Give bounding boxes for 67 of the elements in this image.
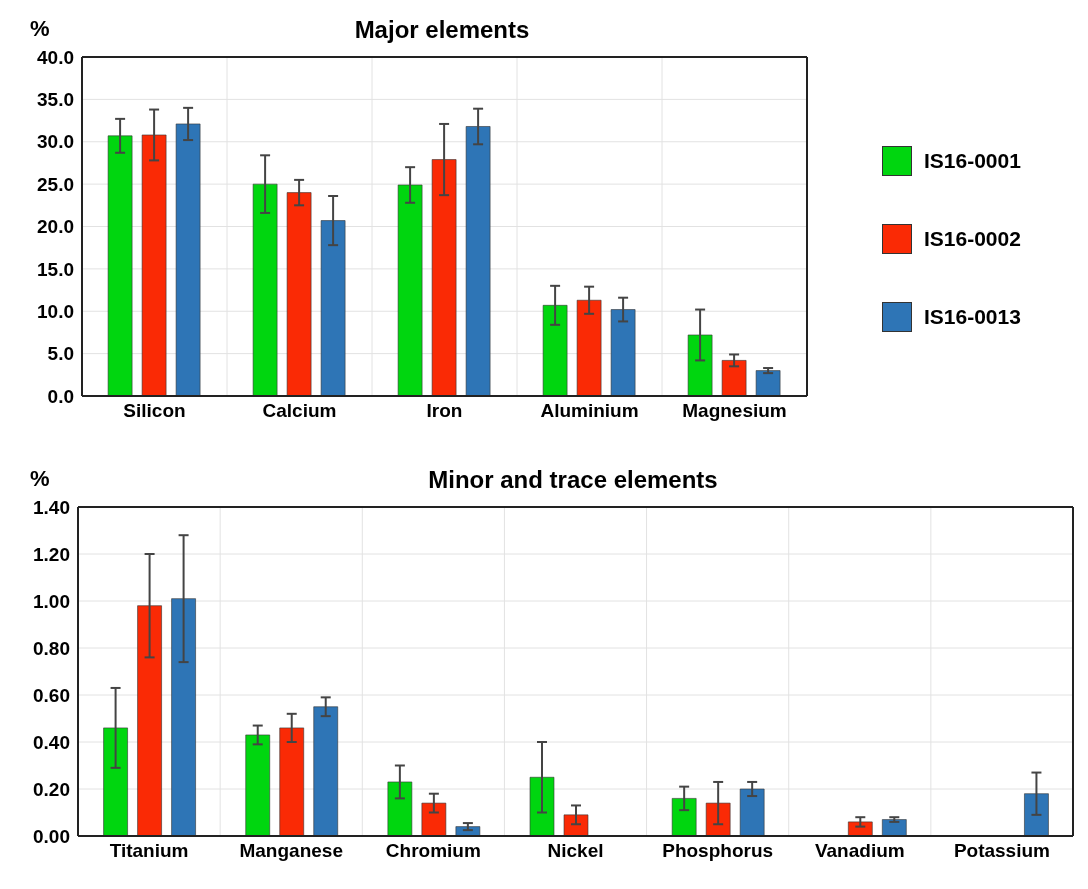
x-tick-label: Iron (426, 400, 463, 422)
bar (465, 126, 491, 396)
bar (705, 802, 731, 836)
x-tick-label: Magnesium (682, 400, 787, 422)
bar (141, 134, 167, 396)
bar (320, 220, 346, 396)
y-tick-label: 40.0 (37, 46, 74, 68)
bar (252, 183, 278, 396)
bar (397, 184, 423, 396)
y-tick-label: 15.0 (37, 258, 74, 280)
bar (576, 299, 602, 396)
bar (387, 781, 413, 836)
x-tick-label: Aluminium (540, 400, 639, 422)
bar (421, 802, 447, 836)
bar (103, 727, 128, 836)
y-tick-label: 0.0 (47, 385, 74, 407)
x-tick-label: Chromium (385, 840, 481, 862)
y-tick-label: 1.20 (33, 543, 70, 565)
y-tick-label: 1.40 (33, 496, 70, 518)
bar (563, 814, 589, 836)
x-tick-label: Potassium (953, 840, 1050, 862)
x-tick-label: Silicon (123, 400, 186, 422)
legend-label: IS16-0002 (923, 226, 1021, 252)
bar (882, 819, 907, 836)
y-tick-label: 0.60 (33, 684, 70, 706)
y-tick-label: 25.0 (37, 173, 74, 195)
bar (245, 734, 271, 836)
bar (107, 135, 133, 396)
bar (848, 821, 873, 836)
bar (610, 309, 636, 396)
chart-title: Minor and trace elements (427, 466, 719, 494)
y-tick-label: 20.0 (37, 216, 74, 238)
bar (671, 798, 697, 836)
legend-label: IS16-0013 (923, 304, 1021, 330)
bar (279, 727, 305, 836)
y-tick-label: 0.20 (33, 778, 70, 800)
bar (313, 706, 339, 836)
x-tick-label: Calcium (262, 400, 337, 422)
bar (137, 605, 162, 836)
x-tick-label: Titanium (109, 840, 189, 862)
y-tick-label: 35.0 (37, 89, 74, 111)
y-tick-label: 0.00 (33, 825, 70, 847)
chart-title: Major elements (353, 16, 531, 44)
y-tick-label: 0.80 (33, 637, 70, 659)
x-tick-label: Vanadium (814, 840, 905, 862)
y-axis-title: % (30, 16, 50, 42)
bar (529, 776, 555, 836)
x-tick-label: Phosphorus (662, 840, 774, 862)
bar (739, 788, 765, 836)
y-axis-title: % (30, 466, 50, 492)
y-tick-label: 10.0 (37, 300, 74, 322)
y-tick-label: 1.00 (33, 590, 70, 612)
x-tick-label: Manganese (239, 840, 343, 862)
y-tick-label: 0.40 (33, 731, 70, 753)
y-tick-label: 30.0 (37, 131, 74, 153)
y-tick-label: 5.0 (47, 343, 74, 365)
bar (755, 370, 781, 396)
bar (171, 598, 196, 836)
bar (286, 192, 312, 396)
bar (1024, 793, 1049, 836)
bar (542, 305, 568, 396)
bar (175, 123, 201, 396)
bar (431, 159, 457, 396)
bar (721, 360, 747, 396)
legend-label: IS16-0001 (923, 148, 1021, 174)
x-tick-label: Nickel (547, 840, 604, 862)
bar (687, 334, 713, 396)
